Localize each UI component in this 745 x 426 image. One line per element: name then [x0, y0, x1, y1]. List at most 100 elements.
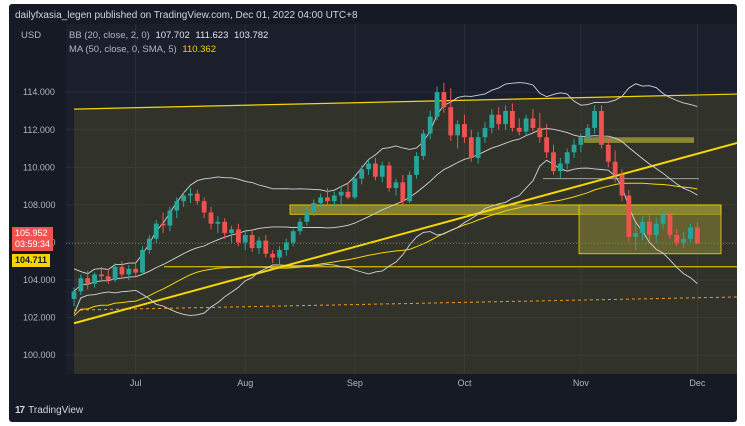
candle-body: [653, 223, 659, 235]
bb-indicator-legend[interactable]: BB (20, close, 2, 0) 107.702 111.623 103…: [69, 30, 268, 41]
candle-body: [585, 127, 591, 138]
currency-label: USD: [21, 30, 42, 41]
candle-body: [153, 223, 159, 239]
publisher-line: dailyfxasia_legen published on TradingVi…: [15, 10, 358, 21]
candle-body: [605, 144, 611, 162]
candle-body: [379, 165, 385, 177]
bb-lower-value: 103.782: [234, 30, 269, 41]
candle-body: [489, 114, 495, 128]
y-tick-label: 100.000: [23, 350, 56, 360]
bb-upper-value: 111.623: [195, 30, 229, 41]
candle-body: [311, 203, 317, 213]
candle-body: [516, 127, 522, 132]
current-price-tag: 105.952 03:59:34: [12, 227, 54, 251]
candle-body: [373, 163, 378, 177]
candle-body: [681, 238, 687, 243]
candle-body: [283, 242, 289, 250]
candle-body: [544, 137, 550, 153]
x-tick-label: Nov: [573, 378, 590, 388]
candle-body: [359, 169, 365, 179]
y-tick-label: 108.000: [23, 200, 56, 210]
candle-body: [475, 137, 481, 158]
candle-body: [462, 124, 467, 138]
candle-body: [208, 212, 214, 224]
candle-body: [318, 197, 323, 204]
candle-body: [510, 110, 515, 128]
current-price-value: 105.952: [15, 228, 48, 238]
candle-body: [249, 234, 255, 249]
candle-body: [667, 214, 673, 235]
bb-lower-line: [73, 159, 698, 316]
candle-body: [270, 253, 276, 258]
tradingview-brand: TradingView: [28, 405, 84, 416]
candle-body: [194, 193, 200, 202]
footer-brand[interactable]: 17 TradingView: [15, 405, 83, 416]
bb-upper-line: [73, 82, 698, 275]
candle-body: [400, 182, 406, 202]
candle-body: [352, 178, 358, 198]
candle-body: [290, 231, 296, 243]
dashed-trend-line: [73, 296, 737, 311]
candle-body: [688, 227, 693, 239]
candle-body: [523, 118, 529, 132]
ma-value: 110.362: [182, 44, 216, 55]
candle-body: [427, 116, 433, 134]
candle-body: [222, 221, 228, 234]
y-tick-label: 114.000: [23, 87, 55, 97]
candle-body: [592, 110, 597, 128]
candle-body: [78, 278, 84, 292]
candle-body: [414, 156, 419, 175]
tradingview-logo-icon: 17: [15, 405, 25, 416]
x-tick-label: Oct: [457, 378, 472, 388]
candle-body: [160, 223, 166, 226]
y-tick-label: 104.000: [23, 275, 56, 285]
candle-body: [71, 291, 77, 299]
y-tick-label: 102.000: [23, 313, 56, 323]
ascending-trendline: [73, 141, 737, 325]
candle-body: [599, 110, 604, 145]
ma-line: [73, 182, 698, 317]
candle-body: [448, 107, 454, 136]
candle-body: [564, 152, 570, 164]
candle-body: [455, 124, 460, 136]
candle-body: [366, 163, 371, 170]
bb-basis-line: [73, 128, 698, 292]
candle-body: [174, 201, 180, 211]
candle-body: [181, 195, 186, 202]
candle-body: [434, 92, 440, 117]
candle-body: [256, 240, 262, 249]
candle-countdown: 03:59:34: [15, 239, 51, 249]
candle-body: [674, 234, 680, 243]
candle-body: [420, 133, 426, 157]
upper-zone: [584, 137, 694, 143]
channel-top-line: [73, 93, 737, 110]
candle-body: [660, 214, 666, 224]
x-tick-label: Sep: [347, 378, 363, 388]
candle-body: [640, 221, 645, 234]
candle-body: [331, 195, 337, 202]
price-chart[interactable]: 114.000112.000110.000108.000106.000104.0…: [9, 4, 737, 422]
candle-body: [571, 144, 577, 153]
candle-body: [133, 268, 139, 273]
candle-body: [146, 238, 152, 250]
candle-body: [503, 110, 508, 125]
candle-body: [612, 161, 618, 175]
ma-indicator-legend[interactable]: MA (50, close, 0, SMA, 5) 110.362: [69, 44, 216, 55]
candle-body: [304, 212, 310, 222]
bb-indicator-label: BB (20, close, 2, 0): [69, 30, 150, 41]
level-price-tag: 104.711: [12, 254, 51, 267]
candle-body: [551, 152, 556, 172]
candle-body: [85, 278, 91, 284]
candle-body: [578, 137, 584, 145]
candle-body: [626, 195, 632, 237]
candle-body: [537, 127, 543, 138]
candle-body: [277, 250, 282, 258]
y-tick-label: 110.000: [23, 162, 55, 172]
candle-body: [482, 127, 488, 138]
candle-body: [167, 210, 173, 226]
candle-body: [105, 276, 111, 281]
candle-body: [112, 266, 118, 281]
x-tick-label: Jul: [130, 378, 142, 388]
candle-body: [496, 114, 502, 125]
candle-body: [633, 233, 639, 237]
